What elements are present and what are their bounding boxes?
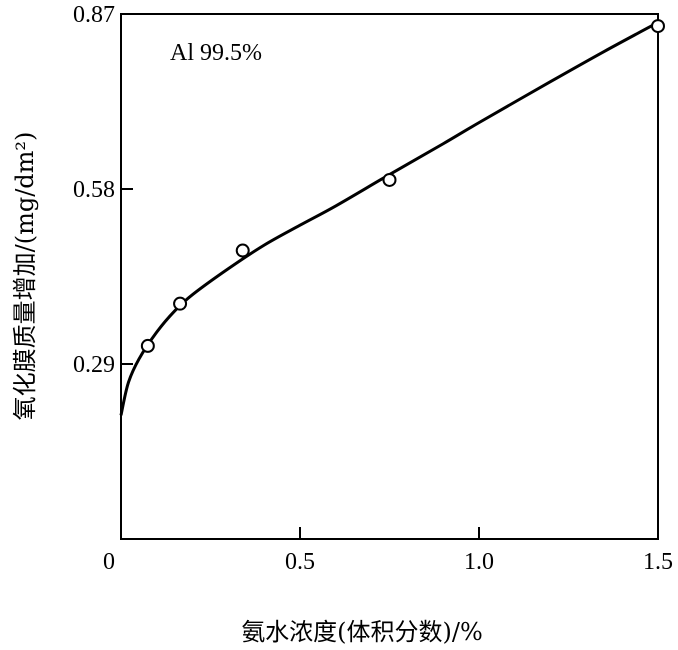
data-points <box>140 19 665 353</box>
fit-curve <box>119 21 659 416</box>
y-axis-title: 氧化膜质量增加/(mg/dm²) <box>11 132 39 421</box>
ticks <box>121 188 480 539</box>
data-point <box>235 243 250 258</box>
y-tick-label: 0.87 <box>73 2 115 28</box>
x-axis-title: 氨水浓度(体积分数)/% <box>241 618 483 646</box>
data-point <box>173 296 188 311</box>
y-tick-label: 0.58 <box>73 177 115 203</box>
x-tick-label: 1.0 <box>464 549 494 575</box>
data-point <box>651 19 665 34</box>
tick-labels: 0 0.5 1.0 1.5 0.29 0.58 0.87 <box>73 2 673 575</box>
data-point <box>140 338 155 353</box>
x-tick-label: 0.5 <box>285 549 315 575</box>
y-tick-label: 0.29 <box>73 352 115 378</box>
annotation-label: Al 99.5% <box>170 40 262 66</box>
x-tick-label: 0 <box>103 549 115 575</box>
plot-frame <box>120 13 659 540</box>
data-point <box>382 172 397 187</box>
x-tick-label: 1.5 <box>643 549 673 575</box>
